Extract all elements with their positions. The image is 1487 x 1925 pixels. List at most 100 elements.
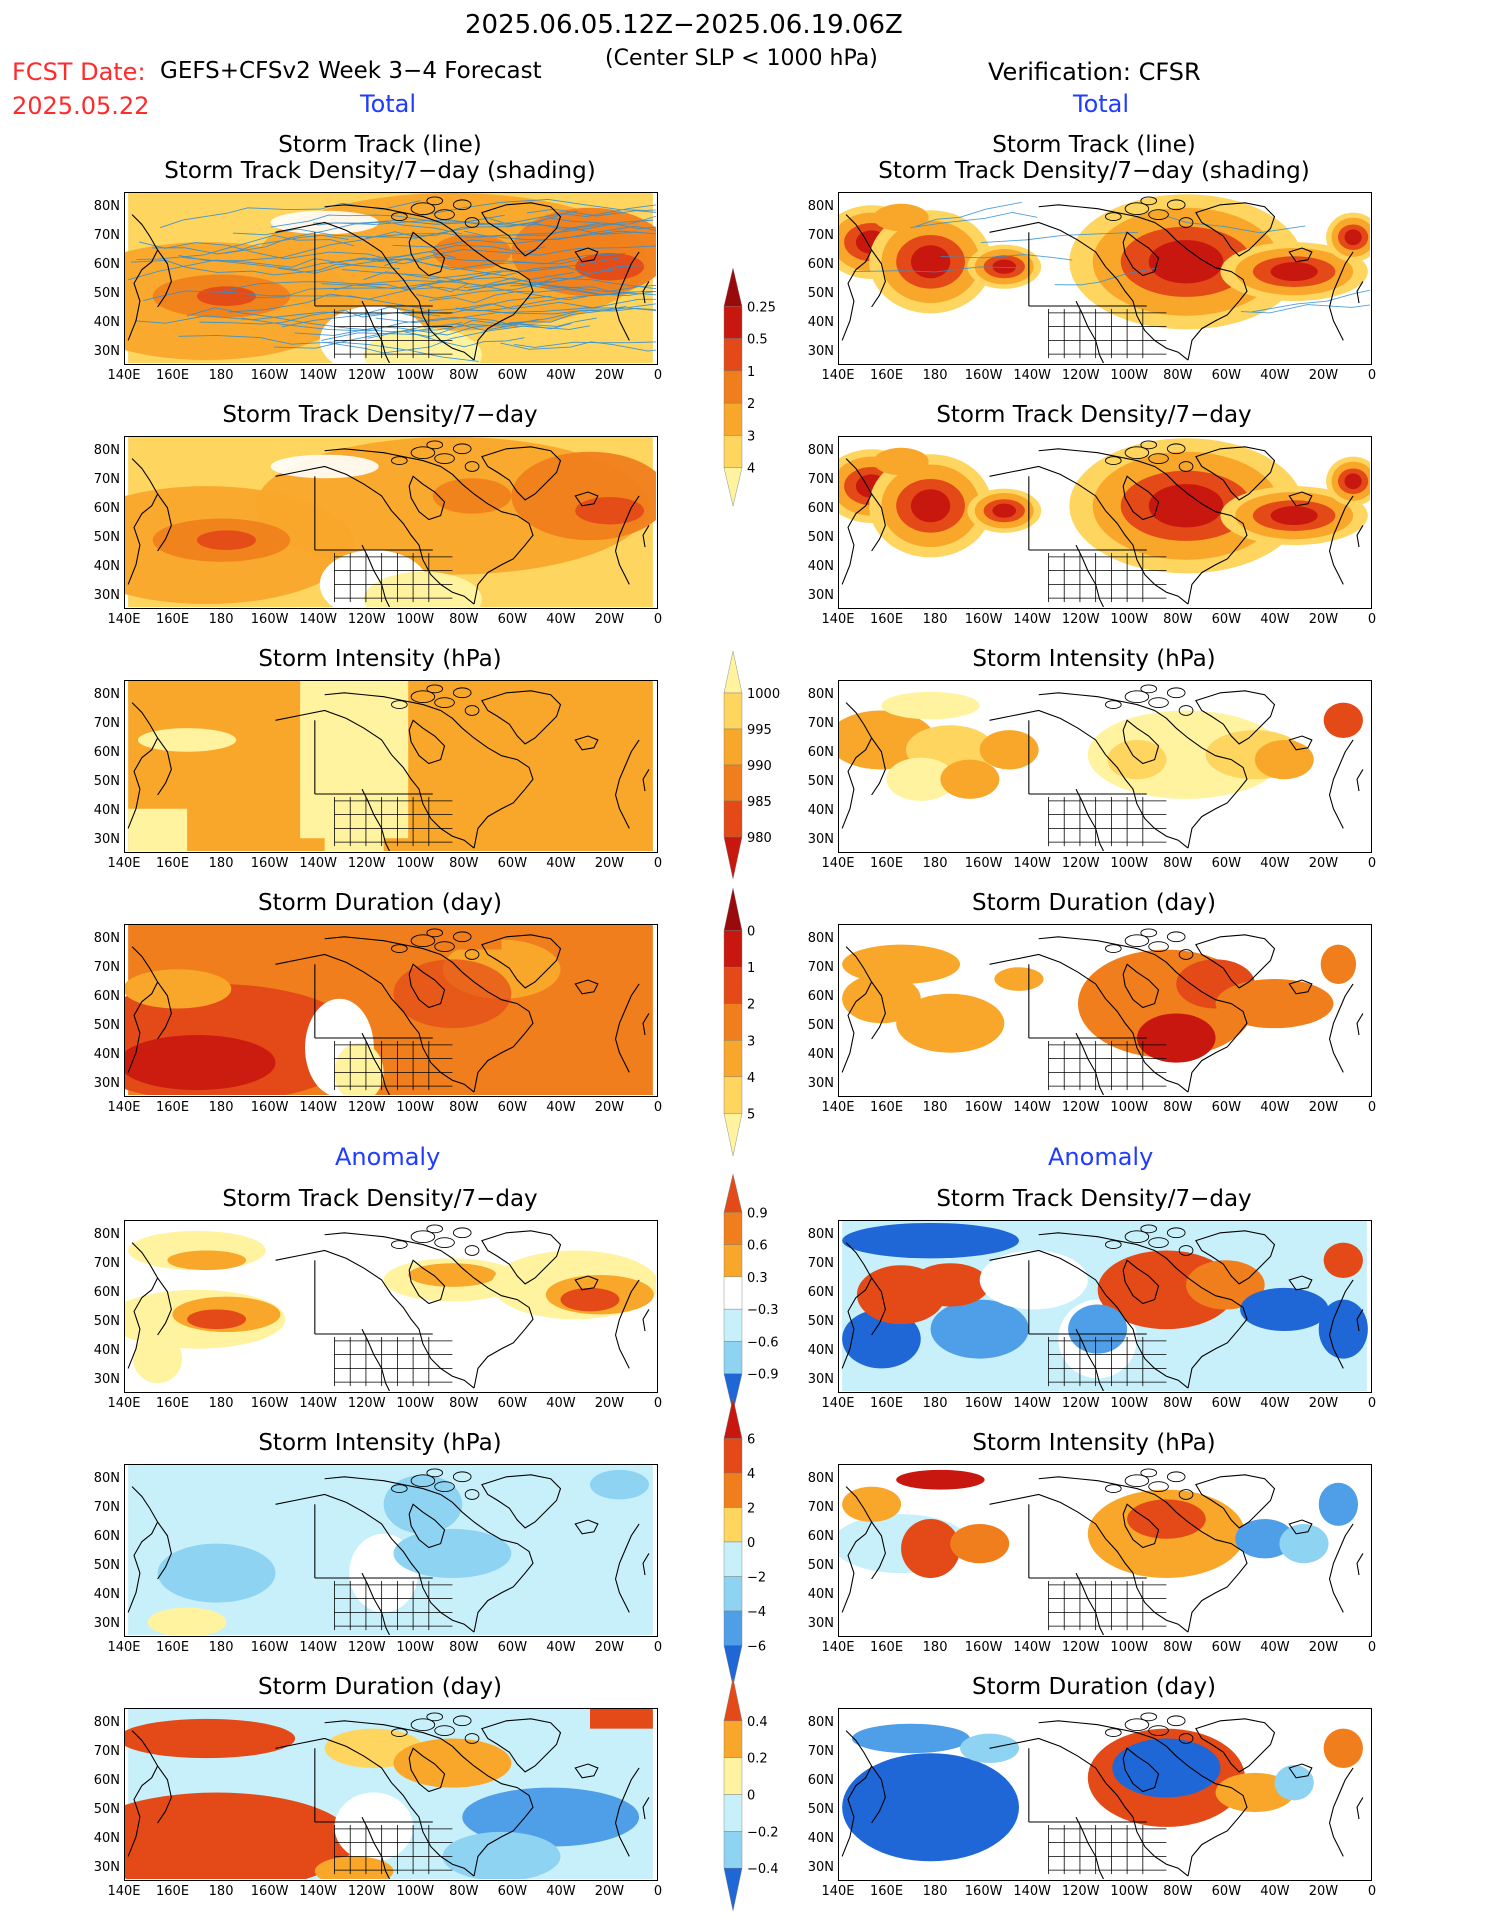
lon-tick-label: 160E xyxy=(156,612,190,627)
map-panel-density-verification xyxy=(838,436,1372,609)
lat-tick-label: 80N xyxy=(807,1227,834,1242)
lat-tick-label: 40N xyxy=(807,1831,834,1846)
lat-tick-label: 30N xyxy=(93,344,120,359)
lat-tick-label: 80N xyxy=(93,199,120,214)
lon-tick-label: 160E xyxy=(156,1100,190,1115)
lat-tick-label: 50N xyxy=(93,1558,120,1573)
colorbar-tick-label: 990 xyxy=(747,759,772,774)
map-panel-track-forecast xyxy=(124,192,658,365)
lon-tick-label: 60W xyxy=(1211,1884,1242,1899)
colorbar-tick-label: 4 xyxy=(747,1071,755,1086)
lon-tick-label: 80W xyxy=(449,1640,479,1655)
map-canvas xyxy=(839,1465,1367,1636)
lon-tick-label: 180 xyxy=(922,1884,948,1899)
lat-tick-label: 60N xyxy=(93,257,120,272)
lon-tick-label: 140W xyxy=(1013,368,1052,383)
lat-tick-label: 80N xyxy=(807,931,834,946)
lon-tick-label: 160W xyxy=(964,1100,1003,1115)
lon-tick-label: 0 xyxy=(653,368,663,383)
panel-title-track-line-right: Storm Track (line) xyxy=(992,132,1196,158)
lon-tick-label: 0 xyxy=(1367,1884,1377,1899)
lat-tick-label: 80N xyxy=(807,1471,834,1486)
lon-tick-label: 160E xyxy=(156,368,190,383)
lon-tick-label: 40W xyxy=(546,1640,576,1655)
lon-tick-label: 80W xyxy=(1163,1100,1193,1115)
panel-title-intensity-left: Storm Intensity (hPa) xyxy=(258,646,502,672)
lat-tick-label: 40N xyxy=(807,1343,834,1358)
lat-tick-label: 30N xyxy=(93,1616,120,1631)
lat-tick-label: 30N xyxy=(807,1076,834,1091)
lat-tick-label: 70N xyxy=(93,228,120,243)
lon-tick-label: 40W xyxy=(1260,368,1290,383)
lon-tick-label: 160W xyxy=(250,1640,289,1655)
lon-tick-label: 100W xyxy=(396,1396,435,1411)
colorbar-tick-label: −0.2 xyxy=(747,1825,779,1840)
colorbar-tick-label: 0.25 xyxy=(747,300,776,315)
lon-tick-label: 40W xyxy=(546,856,576,871)
lat-tick-label: 40N xyxy=(93,1343,120,1358)
lon-tick-label: 160E xyxy=(870,1396,904,1411)
lon-tick-label: 160W xyxy=(250,856,289,871)
lon-tick-label: 100W xyxy=(396,612,435,627)
panel-title-track-shading-right: Storm Track Density/7−day (shading) xyxy=(878,158,1310,184)
colorbar-tick-label: 6 xyxy=(747,1433,755,1448)
lon-tick-label: 160E xyxy=(156,1396,190,1411)
lon-tick-label: 0 xyxy=(1367,856,1377,871)
lat-tick-label: 60N xyxy=(93,501,120,516)
lon-tick-label: 80W xyxy=(449,612,479,627)
lon-tick-label: 180 xyxy=(208,1396,234,1411)
lat-tick-label: 70N xyxy=(807,472,834,487)
lon-tick-label: 160W xyxy=(964,1640,1003,1655)
lat-tick-label: 60N xyxy=(93,1773,120,1788)
lon-tick-label: 140E xyxy=(821,1396,855,1411)
fcst-date-label: FCST Date: xyxy=(12,58,146,86)
lon-tick-label: 140E xyxy=(107,1100,141,1115)
map-panel-duration-anomaly-verification xyxy=(838,1708,1372,1881)
lon-tick-label: 180 xyxy=(208,1100,234,1115)
lon-tick-label: 140E xyxy=(821,612,855,627)
lat-tick-label: 50N xyxy=(93,1802,120,1817)
lon-tick-label: 80W xyxy=(449,1100,479,1115)
lon-tick-label: 180 xyxy=(922,1100,948,1115)
lon-tick-label: 100W xyxy=(396,368,435,383)
lon-tick-label: 0 xyxy=(1367,1396,1377,1411)
map-panel-intensity-anomaly-verification xyxy=(838,1464,1372,1637)
lon-tick-label: 120W xyxy=(1061,368,1100,383)
colorbar-tick-label: 0.6 xyxy=(747,1239,768,1254)
colorbar-tick-label: −6 xyxy=(747,1640,766,1655)
colorbar-tick-label: −2 xyxy=(747,1571,766,1586)
lon-tick-label: 20W xyxy=(1308,612,1339,627)
lon-tick-label: 0 xyxy=(653,612,663,627)
map-panel-intensity-forecast xyxy=(124,680,658,853)
colorbar-tick-label: 0 xyxy=(747,1789,755,1804)
lon-tick-label: 160W xyxy=(964,368,1003,383)
map-panel-track-verification xyxy=(838,192,1372,365)
lon-tick-label: 140W xyxy=(299,612,338,627)
colorbar-tick-label: 2 xyxy=(747,397,755,412)
lon-tick-label: 180 xyxy=(208,368,234,383)
lon-tick-label: 160W xyxy=(250,368,289,383)
lon-tick-label: 180 xyxy=(922,1396,948,1411)
lon-tick-label: 0 xyxy=(1367,1100,1377,1115)
colorbar-tick-label: 0.3 xyxy=(747,1271,768,1286)
colorbar-tick-label: 1 xyxy=(747,961,755,976)
lon-tick-label: 120W xyxy=(347,1884,386,1899)
lon-tick-label: 160W xyxy=(250,1884,289,1899)
lat-tick-label: 50N xyxy=(807,286,834,301)
lat-tick-label: 80N xyxy=(807,1715,834,1730)
panel-title-duration-anom-left: Storm Duration (day) xyxy=(258,1674,502,1700)
lon-tick-label: 20W xyxy=(1308,1640,1339,1655)
lon-tick-label: 60W xyxy=(497,368,528,383)
lon-tick-label: 160E xyxy=(156,1640,190,1655)
panel-title-density-anom-left: Storm Track Density/7−day xyxy=(222,1186,538,1212)
lon-tick-label: 140E xyxy=(821,368,855,383)
lat-tick-label: 50N xyxy=(93,1314,120,1329)
lon-tick-label: 80W xyxy=(1163,1640,1193,1655)
lon-tick-label: 20W xyxy=(594,1100,625,1115)
colorbar-tick-label: 0.5 xyxy=(747,333,768,348)
map-canvas xyxy=(841,925,1367,1096)
lat-tick-label: 50N xyxy=(93,530,120,545)
section-anomaly-right: Anomaly xyxy=(1048,1143,1154,1171)
colorbar-tick-label: 0.2 xyxy=(747,1752,768,1767)
lon-tick-label: 20W xyxy=(1308,1396,1339,1411)
